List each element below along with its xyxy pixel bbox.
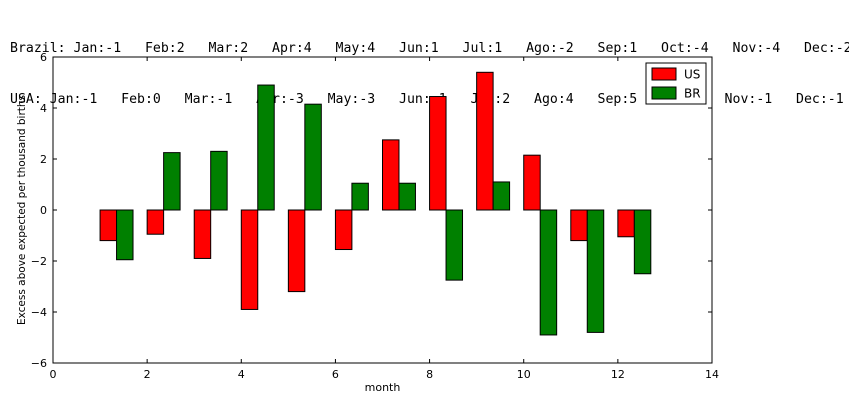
bars-layer xyxy=(99,71,652,336)
legend-label-us: US xyxy=(684,68,700,82)
y-tick-label--6: −6 xyxy=(31,357,47,370)
legend-label-br: BR xyxy=(684,87,701,101)
bar-us-10 xyxy=(523,154,541,211)
x-tick-label-10: 10 xyxy=(517,368,531,381)
y-tick-label-4: 4 xyxy=(40,102,47,115)
x-tick-label-0: 0 xyxy=(50,368,57,381)
x-tick-label-6: 6 xyxy=(332,368,339,381)
bar-br-7 xyxy=(398,182,416,211)
bar-us-1 xyxy=(99,209,118,242)
bar-br-1 xyxy=(116,209,134,261)
x-tick-label-14: 14 xyxy=(705,368,719,381)
bar-br-5 xyxy=(304,103,322,211)
legend: US BR xyxy=(645,62,707,105)
x-tick-label-2: 2 xyxy=(144,368,151,381)
bar-us-3 xyxy=(193,209,212,259)
bar-us-8 xyxy=(429,96,447,211)
bar-br-12 xyxy=(633,209,652,275)
brazil-summary-line: Brazil: Jan:-1 Feb:2 Mar:2 Apr:4 May:4 J… xyxy=(10,41,849,56)
bar-us-2 xyxy=(146,209,165,235)
bar-br-2 xyxy=(163,152,181,211)
axes-layer: 0 2 4 6 8 10 12 14 −6 −4 −2 0 2 4 6 month Excess above e… xyxy=(16,51,719,394)
bar-br-6 xyxy=(351,182,369,211)
bar-br-11 xyxy=(586,209,605,333)
bar-br-10 xyxy=(539,209,558,336)
bar-us-6 xyxy=(334,209,353,251)
bar-br-4 xyxy=(257,84,275,211)
bar-br-9 xyxy=(492,181,511,211)
bar-br-8 xyxy=(445,209,464,281)
legend-swatch-br xyxy=(651,86,677,100)
y-axis-label: Excess above expected per thousand birth… xyxy=(16,95,28,325)
bar-us-7 xyxy=(382,139,400,211)
y-tick-label-6: 6 xyxy=(40,51,47,64)
x-tick-label-8: 8 xyxy=(426,368,433,381)
bar-us-11 xyxy=(570,209,588,242)
bar-us-5 xyxy=(287,209,306,293)
bar-br-3 xyxy=(210,150,228,211)
bar-us-12 xyxy=(617,209,635,238)
x-axis-label: month xyxy=(365,381,401,394)
legend-swatch-us xyxy=(651,67,677,81)
bar-us-9 xyxy=(476,71,494,211)
y-tick-label-0: 0 xyxy=(40,204,47,217)
y-tick-label--2: −2 xyxy=(31,255,47,268)
x-tick-label-4: 4 xyxy=(238,368,245,381)
bar-us-4 xyxy=(240,209,259,310)
x-tick-label-12: 12 xyxy=(611,368,625,381)
y-tick-label--4: −4 xyxy=(31,306,47,319)
y-tick-label-2: 2 xyxy=(40,153,47,166)
